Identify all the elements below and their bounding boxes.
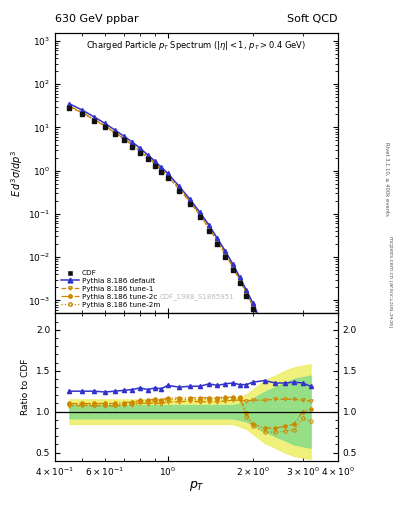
Point [299,435,306,443]
Text: CDF_1988_S1865951: CDF_1988_S1865951 [159,293,234,300]
Text: 630 GeV ppbar: 630 GeV ppbar [55,14,139,25]
Point [152,162,158,170]
Point [79,110,86,118]
Point [137,149,143,157]
Point [237,279,243,287]
Point [282,383,288,391]
Point [176,187,182,196]
Point [158,168,164,176]
Point [129,142,136,151]
Point [291,409,297,417]
Y-axis label: Ratio to CDF: Ratio to CDF [21,359,30,415]
Point [187,200,193,208]
Text: mcplots.cern.ch [arXiv:1306.3436]: mcplots.cern.ch [arXiv:1306.3436] [388,236,393,327]
Text: Rivet 3.1.10, ≥ 400k events: Rivet 3.1.10, ≥ 400k events [385,142,389,216]
Point [165,174,171,182]
Y-axis label: $E\,d^3\sigma/dp^3$: $E\,d^3\sigma/dp^3$ [9,150,25,197]
Point [214,240,220,248]
Point [66,104,73,112]
Text: Charged Particle $p_T$ Spectrum $(|\eta|<1,\,p_T>0.4$ GeV$)$: Charged Particle $p_T$ Spectrum $(|\eta|… [86,39,307,52]
Point [243,292,250,300]
Point [121,136,127,144]
Point [307,460,314,468]
Text: Soft QCD: Soft QCD [288,14,338,25]
Legend: CDF, Pythia 8.186 default, Pythia 8.186 tune-1, Pythia 8.186 tune-2c, Pythia 8.1: CDF, Pythia 8.186 default, Pythia 8.186 … [59,268,162,310]
Point [272,357,278,365]
Point [206,226,212,234]
Point [91,117,97,125]
Point [222,252,228,261]
Point [230,266,236,274]
Point [112,130,118,138]
Point [197,214,203,222]
Point [102,123,108,132]
Point [250,305,256,313]
X-axis label: $p_T$: $p_T$ [189,479,204,494]
Point [145,155,151,163]
Point [261,331,268,339]
